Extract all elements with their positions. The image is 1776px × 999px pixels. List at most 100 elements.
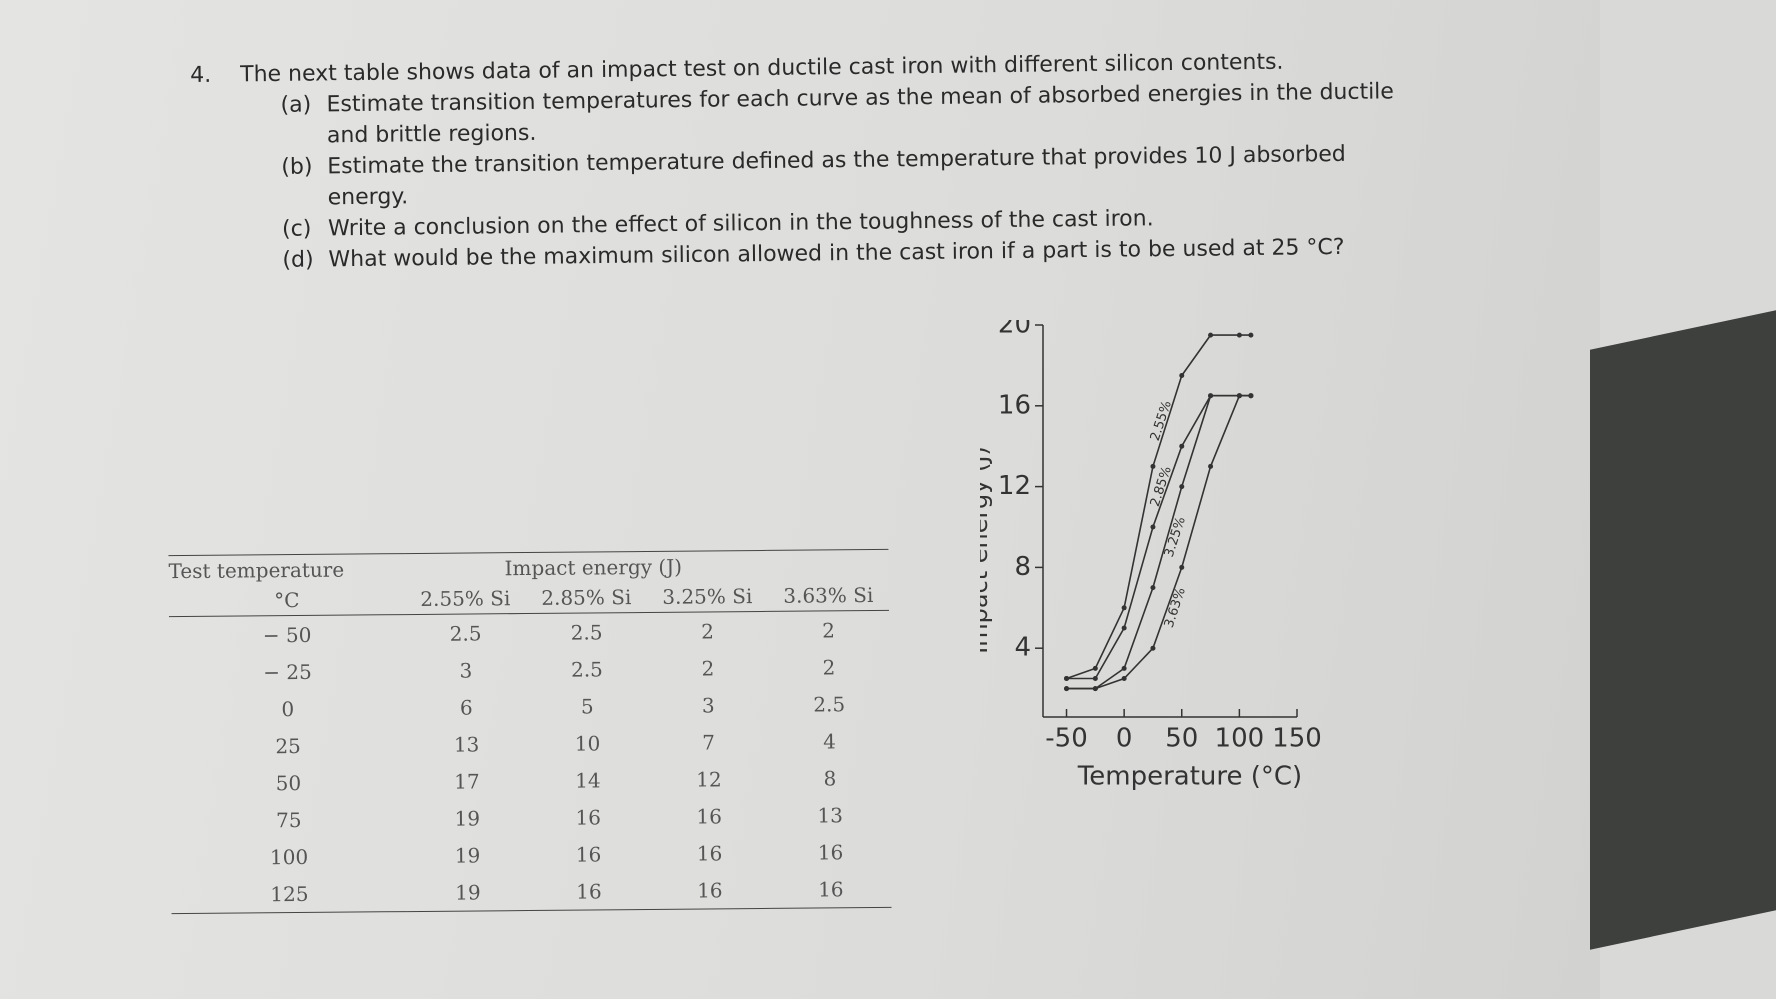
x-tick-label: 0 <box>1116 724 1133 754</box>
table-cell: 2.5 <box>570 656 603 682</box>
table-cell: 17 <box>454 768 480 794</box>
y-tick-label: 4 <box>1014 633 1031 663</box>
data-point <box>1150 585 1156 591</box>
y-axis-label: Impact energy (J) <box>980 446 993 654</box>
question-number: 4. <box>190 62 212 88</box>
data-point <box>1236 393 1242 399</box>
table-cell: 125 <box>171 874 408 914</box>
table-cell: 10 <box>574 730 601 756</box>
data-point <box>1179 484 1185 490</box>
table-row: − 25 3 2.5 2 2 <box>169 648 889 691</box>
group-header: Impact energy (J) <box>404 549 889 585</box>
series-line <box>1066 394 1251 690</box>
table-row: 25 13 10 7 4 <box>170 722 890 765</box>
question: 4. The next table shows data of an impac… <box>190 45 1443 277</box>
series-label: 3.25% <box>1162 515 1189 559</box>
table-cell: 2.5 <box>813 691 846 717</box>
table-cell: 100 <box>269 844 309 869</box>
table-cell: 2.5 <box>449 620 482 646</box>
table-cell: − 50 <box>262 622 312 647</box>
column-header: 3.63% Si <box>767 579 889 612</box>
table-cell: 2 <box>822 654 836 679</box>
table-cell: 16 <box>528 871 650 911</box>
table-cell: 2 <box>701 618 715 644</box>
table-cell: 3 <box>701 692 715 717</box>
table-cell: 6 <box>459 694 473 720</box>
table-cell: 7 <box>702 729 716 754</box>
group-header: Test temperature <box>168 553 405 587</box>
data-point <box>1248 332 1254 338</box>
table-cell: 50 <box>275 770 302 795</box>
table-cell: 19 <box>454 805 481 831</box>
part-label: (a) <box>280 92 312 118</box>
table-cell: 16 <box>817 839 844 864</box>
x-tick-label: 50 <box>1165 724 1198 754</box>
table: Test temperature Impact energy (J) °C 2.5… <box>168 549 892 914</box>
data-point <box>1092 686 1098 692</box>
table-row: 75 19 16 16 13 <box>171 796 891 839</box>
series-label: 3.63% <box>1162 586 1189 630</box>
paper <box>0 0 1600 999</box>
data-point <box>1121 625 1127 631</box>
data-point <box>1150 463 1156 469</box>
x-axis-label: Temperature (°C) <box>1077 762 1302 792</box>
table-row: 50 17 14 12 8 <box>170 759 890 802</box>
data-point <box>1121 676 1127 681</box>
table-cell: 4 <box>823 728 837 753</box>
data-point <box>1179 443 1185 449</box>
table-cell: 16 <box>770 869 892 909</box>
column-header: 2.85% Si <box>525 581 647 614</box>
table-cell: 5 <box>580 693 594 719</box>
data-point <box>1208 463 1214 469</box>
table-cell: 12 <box>696 766 722 792</box>
table-row: 100 19 16 16 16 <box>171 833 891 876</box>
column-header: 2.55% Si <box>404 583 526 615</box>
table-body: − 50 2.5 2.5 2 2 − 25 3 2.5 2 2 0 6 5 3 2.5 25 13 10 7 4 50 1… <box>169 610 892 914</box>
table-cell: − 25 <box>263 659 312 684</box>
table-row: 0 6 5 3 2.5 <box>170 685 890 728</box>
series-line <box>1066 334 1251 680</box>
table-cell: 13 <box>453 731 480 757</box>
x-tick-label: 100 <box>1215 724 1265 754</box>
x-tick-label: 150 <box>1272 724 1322 754</box>
part-label: (b) <box>281 154 313 180</box>
table-cell: 25 <box>275 733 301 758</box>
table-cell: 16 <box>575 841 602 867</box>
table-cell: 19 <box>407 873 529 912</box>
data-point <box>1092 665 1098 671</box>
table-cell: 75 <box>275 807 302 832</box>
table-cell: 2 <box>822 617 836 642</box>
table-cell: 16 <box>575 804 602 830</box>
y-tick-label: 16 <box>998 390 1031 420</box>
part-label: (d) <box>282 247 314 273</box>
table-cell: 8 <box>823 765 837 790</box>
data-point <box>1121 665 1127 671</box>
series-label: 2.55% <box>1148 399 1175 443</box>
data-point <box>1248 393 1254 399</box>
part-label: (c) <box>281 216 312 242</box>
table-cell: 19 <box>454 842 481 868</box>
y-tick-label: 20 <box>998 320 1031 340</box>
data-point <box>1121 605 1127 611</box>
y-tick-label: 8 <box>1014 552 1031 582</box>
table-cell: 16 <box>696 840 723 866</box>
chart: Impact energy (J) Temperature (°C) 4 8 12 1… <box>980 320 1322 792</box>
table-cell: 14 <box>575 767 601 793</box>
table-cell: 0 <box>281 696 295 721</box>
data-point <box>1208 393 1214 399</box>
table-row: 125 19 16 16 16 <box>171 869 892 914</box>
data-point <box>1150 524 1156 530</box>
data-point <box>1236 332 1242 338</box>
table-cell: 3 <box>459 658 473 683</box>
background-object <box>1590 310 1776 950</box>
data-point <box>1179 373 1185 378</box>
data-point <box>1208 332 1214 338</box>
data-point <box>1064 676 1070 681</box>
x-tick-label: -50 <box>1045 724 1087 754</box>
y-tick-label: 12 <box>998 471 1031 501</box>
data-point <box>1064 686 1070 692</box>
column-header: 3.25% Si <box>646 580 768 613</box>
table-cell: 13 <box>817 802 844 827</box>
data-table: Test temperature Impact energy (J) °C 2.5… <box>168 549 892 914</box>
